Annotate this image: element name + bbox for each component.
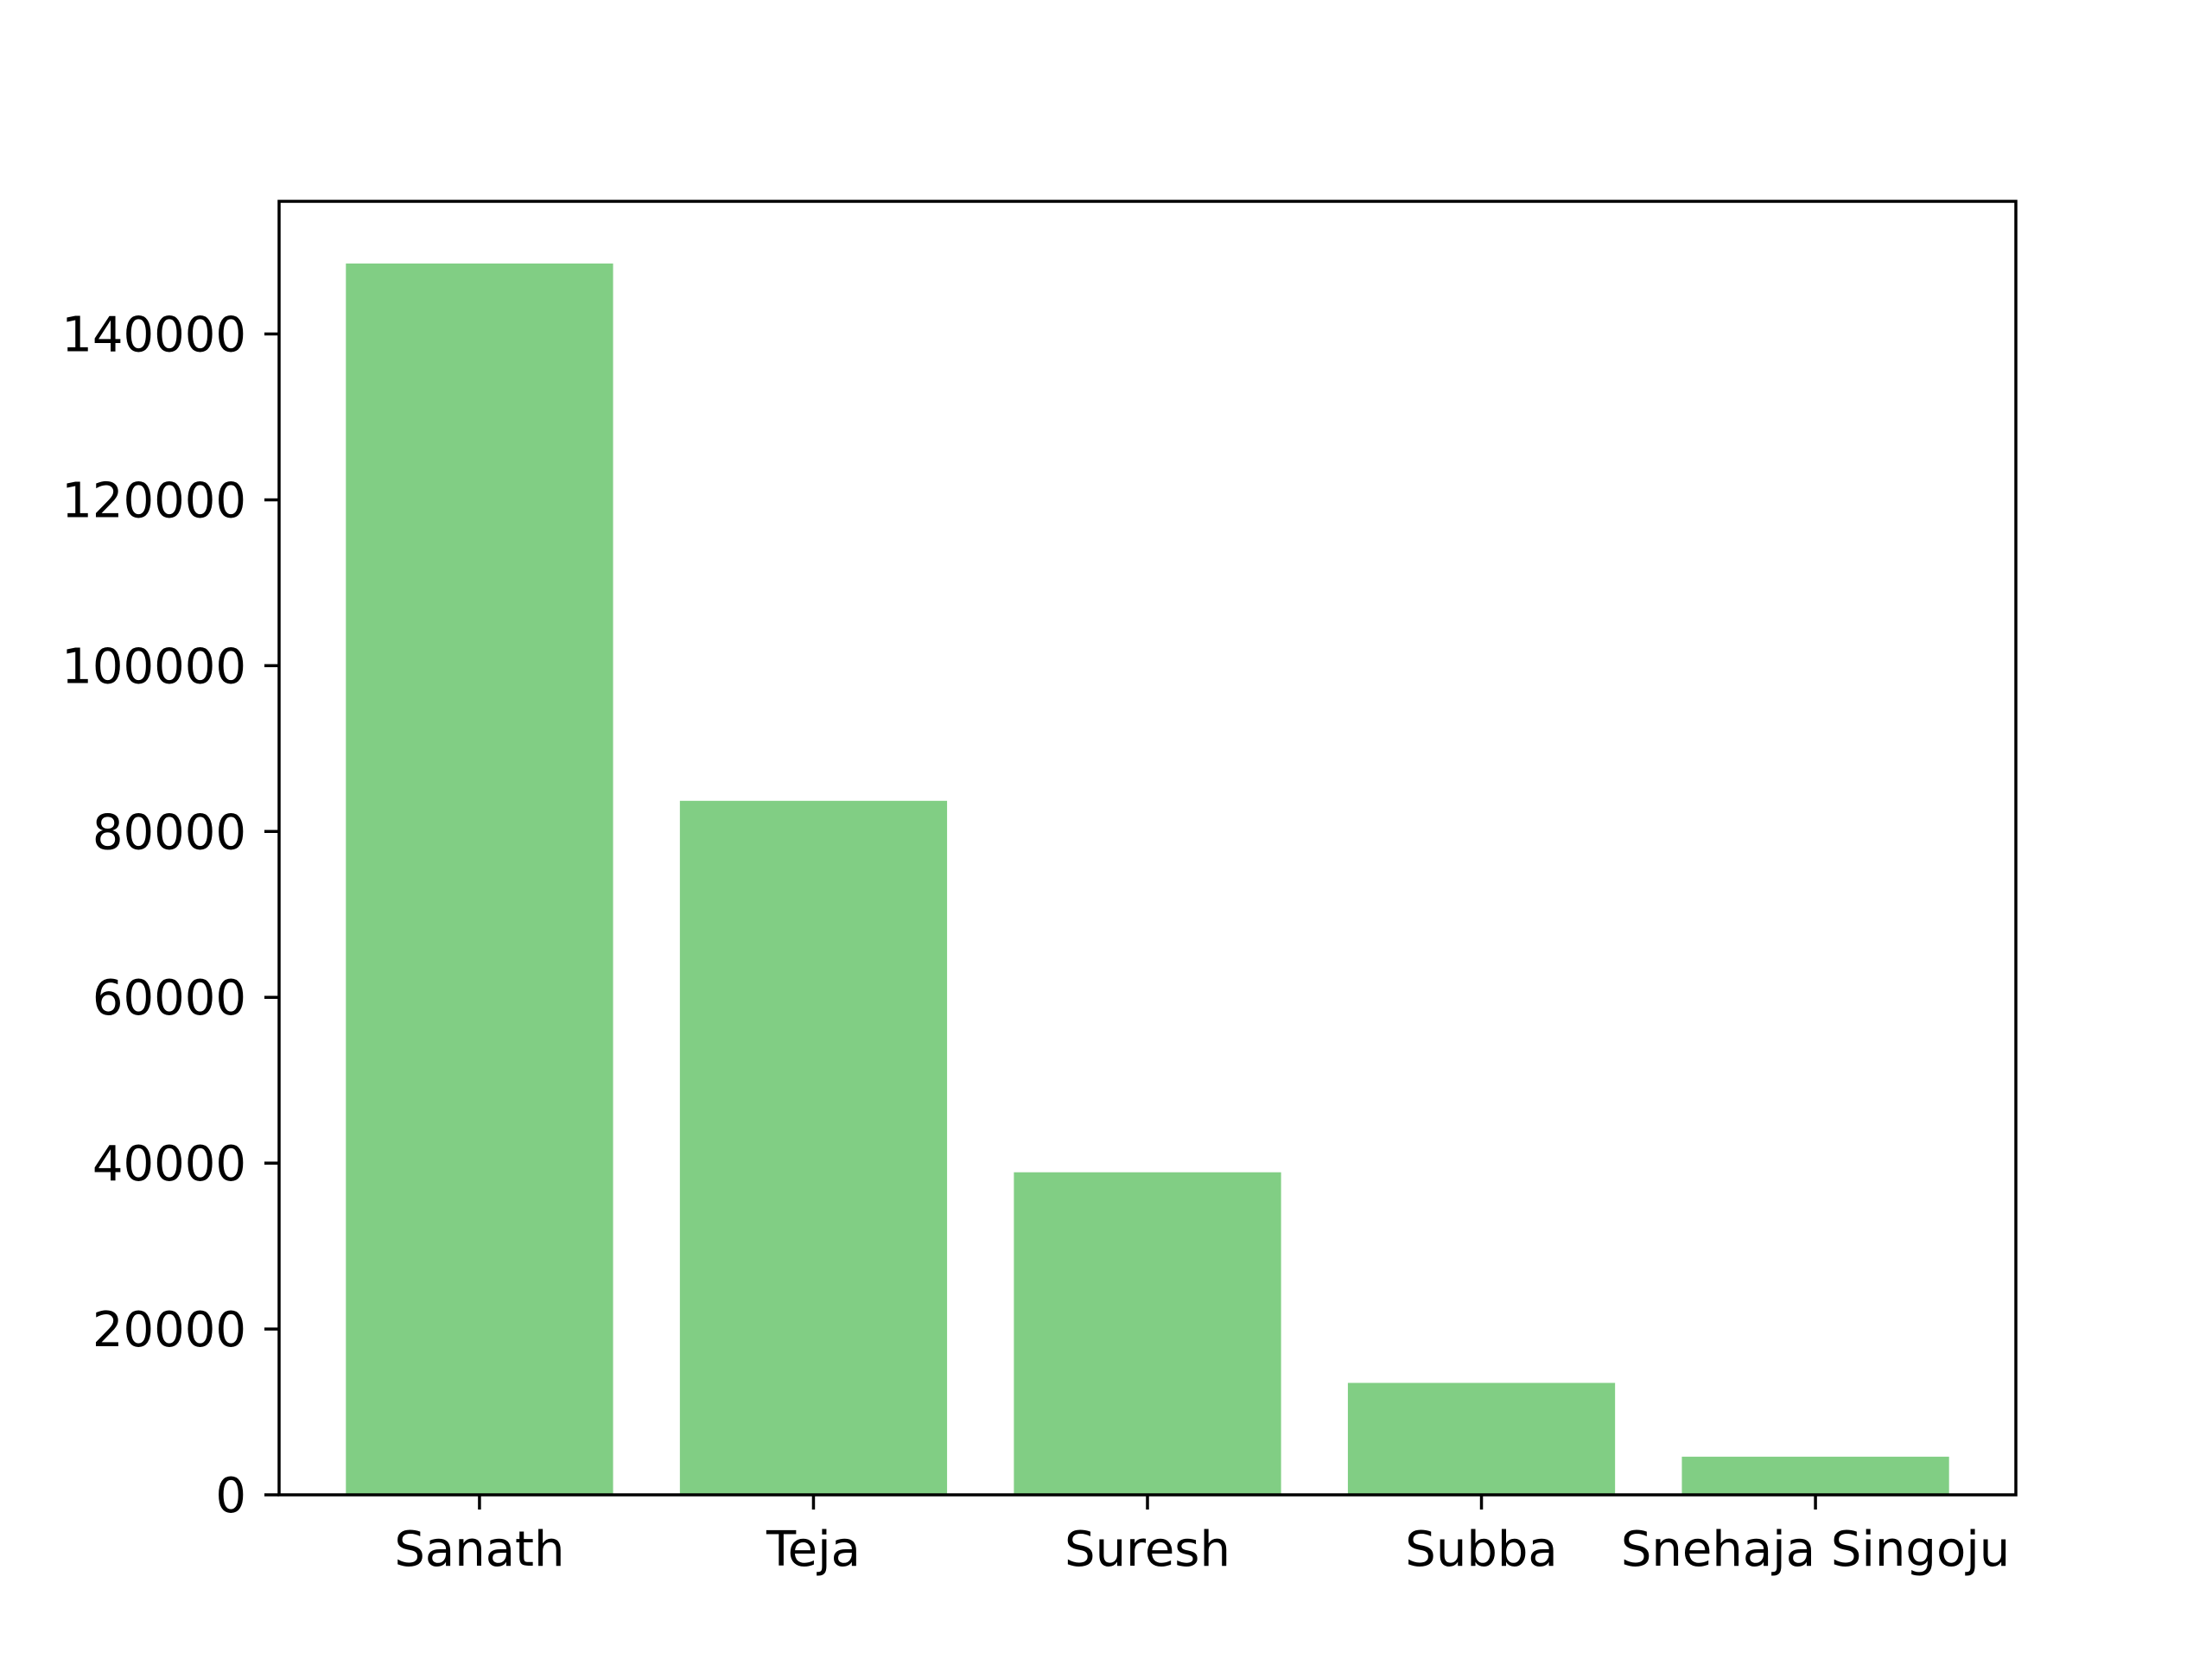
bar-sanath	[346, 263, 613, 1495]
y-tick-label: 140000	[61, 308, 246, 364]
x-tick-label: Snehaja Singoju	[1621, 1522, 2010, 1578]
bar-suresh	[1014, 1172, 1281, 1495]
y-tick-label: 120000	[61, 473, 246, 529]
y-tick-label: 40000	[92, 1136, 246, 1192]
x-tick-label: Teja	[766, 1522, 861, 1578]
y-tick-label: 20000	[92, 1302, 246, 1358]
bars-group	[346, 263, 1949, 1495]
x-tick-label: Suresh	[1065, 1522, 1230, 1578]
y-tick-label: 0	[215, 1468, 246, 1524]
y-tick-label: 60000	[92, 970, 246, 1027]
x-tick-label: Subba	[1405, 1522, 1557, 1578]
y-axis: 0 20000 40000 60000 80000 100000 120000 140000	[61, 308, 279, 1524]
y-tick-label: 100000	[61, 639, 246, 695]
bar-teja	[679, 800, 948, 1495]
x-axis: Sanath Teja Suresh Subba Snehaja Singoju	[394, 1495, 2010, 1578]
x-tick-label: Sanath	[394, 1522, 564, 1578]
bar-snehaja-singoju	[1681, 1456, 1949, 1495]
bar-subba	[1347, 1382, 1616, 1495]
y-tick-label: 80000	[92, 804, 246, 861]
plot-frame	[277, 200, 2018, 1497]
